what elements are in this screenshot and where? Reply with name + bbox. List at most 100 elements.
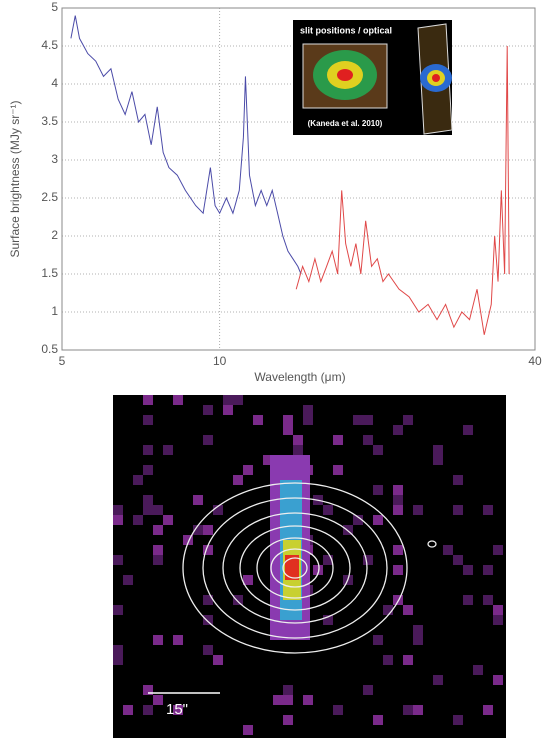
map-pixel: [173, 395, 183, 405]
map-pixel: [333, 435, 343, 445]
inset-credit: (Kaneda et al. 2010): [308, 119, 383, 128]
y-tick-label: 3: [51, 152, 58, 166]
map-pixel: [493, 615, 503, 625]
map-pixel: [363, 685, 373, 695]
map-pixel: [323, 505, 333, 515]
map-pixel: [263, 455, 273, 465]
map-pixel: [413, 625, 423, 635]
map-pixel: [233, 475, 243, 485]
map-pixel: [113, 655, 123, 665]
map-pixel: [493, 675, 503, 685]
map-pixel: [153, 545, 163, 555]
map-pixel: [333, 465, 343, 475]
map-image: 15": [113, 395, 506, 738]
map-pixel: [143, 415, 153, 425]
map-pixel: [183, 535, 193, 545]
map-pixel: [203, 435, 213, 445]
map-pixel: [433, 455, 443, 465]
inset-title: slit positions / optical: [300, 25, 392, 35]
map-pixel: [223, 395, 233, 405]
map-pixel: [483, 565, 493, 575]
plot-frame: [61, 7, 536, 351]
map-pixel: [283, 425, 293, 435]
map-pixel: [233, 395, 243, 405]
map-pixel: [123, 575, 133, 585]
map-pixel: [383, 605, 393, 615]
map-pixel: [213, 505, 223, 515]
galaxy-core-2: [432, 74, 440, 82]
map-pixel: [113, 515, 123, 525]
emission-core: [285, 555, 299, 580]
y-tick-label: 3.5: [41, 114, 58, 128]
map-pixel: [253, 415, 263, 425]
map-pixel: [293, 445, 303, 455]
series-line: [295, 45, 510, 335]
map-pixel: [303, 405, 313, 415]
map-pixel: [303, 695, 313, 705]
map-pixel: [203, 645, 213, 655]
map-pixel: [353, 415, 363, 425]
y-tick-label: 2: [51, 228, 58, 242]
map-pixel: [403, 655, 413, 665]
map-pixel: [153, 635, 163, 645]
map-pixel: [203, 405, 213, 415]
map-pixel: [223, 405, 233, 415]
map-pixel: [393, 595, 403, 605]
map-pixel: [363, 415, 373, 425]
map-pixel: [393, 545, 403, 555]
inset: slit positions / optical (Kaneda et al. …: [293, 20, 453, 135]
y-tick-label: 1.5: [41, 266, 58, 280]
series-line: [70, 15, 302, 275]
map-pixel: [383, 655, 393, 665]
map-pixel: [323, 615, 333, 625]
map-pixel: [133, 475, 143, 485]
map-pixel: [283, 415, 293, 425]
map-pixel: [203, 545, 213, 555]
y-tick-label: 2.5: [41, 190, 58, 204]
map-pixel: [143, 495, 153, 505]
map-pixel: [493, 605, 503, 615]
map-pixel: [473, 665, 483, 675]
map-pixel: [123, 705, 133, 715]
map-pixel: [113, 645, 123, 655]
map-pixel: [373, 635, 383, 645]
map-pixel: [373, 515, 383, 525]
map-pixel: [293, 435, 303, 445]
y-tick-label: 1: [51, 304, 58, 318]
map-pixel: [483, 705, 493, 715]
map-pixel: [393, 495, 403, 505]
contours: [182, 482, 437, 654]
map-pixel: [283, 695, 293, 705]
map-pixel: [453, 505, 463, 515]
map-pixel: [143, 445, 153, 455]
map-pixel: [373, 715, 383, 725]
map-pixel: [483, 505, 493, 515]
map-pixel: [413, 635, 423, 645]
map-pixel: [143, 705, 153, 715]
map-pixel: [153, 555, 163, 565]
map-pixel: [413, 505, 423, 515]
map-pixel: [283, 715, 293, 725]
map-pixel: [203, 615, 213, 625]
map-pixel: [113, 555, 123, 565]
map-pixel: [243, 725, 253, 735]
x-tick-label: 10: [213, 354, 227, 368]
map-pixel: [113, 605, 123, 615]
map-pixel: [163, 515, 173, 525]
galaxy-core: [337, 69, 353, 81]
map-pixel: [483, 595, 493, 605]
map-pixel: [363, 435, 373, 445]
map-pixel: [203, 595, 213, 605]
y-axis-label: Surface brightness (MJy sr⁻¹): [8, 100, 22, 257]
scale-label: 15": [166, 701, 188, 718]
map-pixel: [373, 485, 383, 495]
map-pixel: [163, 445, 173, 455]
map-pixel: [303, 415, 313, 425]
x-axis-label: Wavelength (μm): [254, 370, 345, 384]
map-pixel: [433, 675, 443, 685]
map-pixel: [403, 415, 413, 425]
map-pixel: [453, 555, 463, 565]
map-pixel: [453, 715, 463, 725]
map-pixel: [393, 505, 403, 515]
map-pixel: [243, 575, 253, 585]
